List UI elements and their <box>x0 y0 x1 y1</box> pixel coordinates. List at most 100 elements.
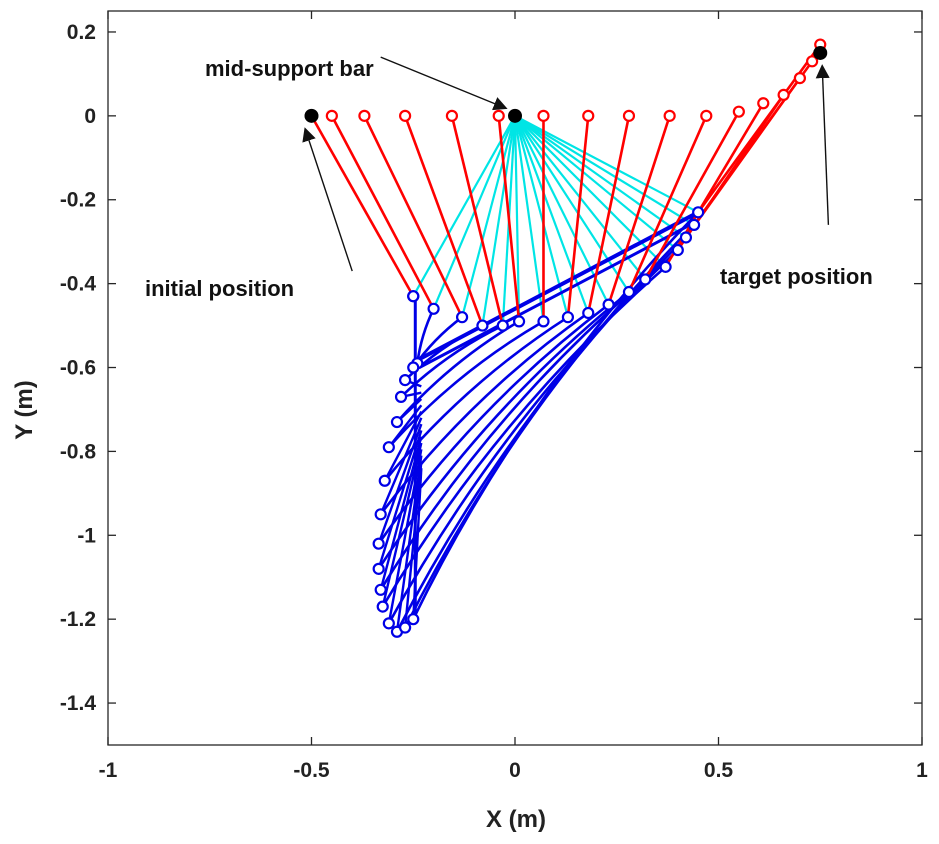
blue-link <box>387 320 545 449</box>
cyan-link <box>514 115 667 268</box>
blue-end-marker <box>399 621 412 634</box>
annotation-label-midsupport: mid-support bar <box>205 56 374 81</box>
red-joint-marker <box>622 109 636 122</box>
red-link <box>403 115 484 327</box>
blue-support-link <box>395 455 423 632</box>
red-joint-marker <box>732 105 745 118</box>
red-joint-marker <box>700 109 713 122</box>
blue-diagonal-bundle <box>418 219 699 369</box>
blue-joint-marker <box>602 298 615 311</box>
blue-joint-marker <box>561 311 575 324</box>
blue-end-marker <box>372 562 385 575</box>
x-tick-label: 0 <box>509 759 521 782</box>
blue-joint-marker <box>692 206 705 219</box>
red-joint-marker <box>537 109 550 122</box>
blue-link <box>412 211 700 620</box>
blue-joint-marker <box>671 243 684 257</box>
red-link <box>607 115 671 306</box>
annotation-label-initial: initial position <box>145 276 294 301</box>
y-tick-label: -1.4 <box>60 692 97 715</box>
cyan-link <box>514 114 699 214</box>
blue-end-marker <box>394 390 408 403</box>
y-tick-label: -0.2 <box>60 189 96 212</box>
blue-joint-marker <box>537 315 550 328</box>
blue-end-marker <box>372 537 385 550</box>
blue-support-link <box>403 461 423 628</box>
blue-end-marker <box>374 508 387 521</box>
key-point <box>813 45 828 60</box>
cyan-link <box>514 115 630 293</box>
red-link <box>627 115 708 293</box>
blue-link <box>400 324 504 398</box>
x-tick-label: 0.5 <box>704 759 734 782</box>
cyan-link <box>514 114 695 226</box>
y-tick-label: 0 <box>84 105 96 128</box>
cyan-link <box>513 115 590 314</box>
red-link <box>363 115 464 318</box>
red-link <box>330 115 435 310</box>
x-tick-label: 1 <box>916 759 928 782</box>
red-joint-marker <box>663 109 676 122</box>
red-joint-marker <box>777 88 790 101</box>
key-point <box>508 108 522 123</box>
blue-end-marker <box>382 617 395 630</box>
blue-joint-marker <box>659 260 672 273</box>
annotations-layer: initial position mid-support bar target po… <box>145 56 873 301</box>
y-tick-label: -0.4 <box>60 273 97 296</box>
red-link <box>644 111 740 281</box>
blue-joint-marker <box>622 285 636 299</box>
blue-end-marker <box>382 441 395 454</box>
red-link <box>697 43 822 214</box>
red-joint-marker <box>325 109 338 122</box>
red-link <box>664 102 765 268</box>
red-link <box>497 115 521 322</box>
blue-joint-marker <box>455 311 469 324</box>
red-joint-marker <box>445 109 459 122</box>
cyan-link <box>513 115 545 322</box>
x-axis-title: X (m) <box>486 806 546 833</box>
y-axis-title: Y (m) <box>11 380 38 440</box>
blue-end-marker <box>407 290 420 303</box>
annotation-label-target: target position <box>720 264 873 289</box>
y-tick-label: -1.2 <box>60 608 96 631</box>
cyan-link <box>412 115 516 297</box>
x-tick-label: -0.5 <box>293 759 330 782</box>
red-joint-marker <box>757 97 770 110</box>
blue-link <box>377 303 610 545</box>
blue-end-marker <box>378 474 391 487</box>
blue-joint-marker <box>679 231 693 244</box>
blue-joint-marker <box>582 306 595 320</box>
x-tick-label: -1 <box>99 759 118 782</box>
blue-joint-marker <box>639 273 652 286</box>
cyan-link <box>514 115 679 251</box>
red-joint-marker <box>399 109 412 122</box>
annotation-arrow-target <box>815 64 830 225</box>
red-link <box>310 115 415 297</box>
blue-joint-marker <box>427 302 440 315</box>
y-tick-label: -1 <box>77 524 96 547</box>
blue-end-marker <box>407 613 420 626</box>
blue-end-marker <box>374 583 387 596</box>
red-link <box>450 115 505 326</box>
blue-joint-marker <box>512 315 526 328</box>
red-link <box>586 115 631 314</box>
y-tick-label: 0.2 <box>67 21 96 44</box>
red-joint-marker <box>358 109 371 122</box>
red-joint-marker <box>492 109 505 122</box>
blue-diagonal-bundle <box>418 210 700 361</box>
key-point <box>304 108 319 123</box>
red-link <box>566 115 590 318</box>
plot-area: -1 -0.5 0 0.5 1 0.2 0 -0.2 -0.4 -0.6 -0.8 -1 -1.2 -1.… <box>60 10 928 782</box>
red-joint-marker <box>793 72 807 85</box>
red-joint-marker <box>582 109 595 122</box>
annotation-arrow-initial <box>302 127 353 272</box>
cyan-link <box>514 115 610 306</box>
blue-link <box>379 278 647 591</box>
cyan-link <box>461 115 517 318</box>
blue-joint-marker <box>687 218 701 232</box>
annotation-arrow-midsupport <box>380 56 508 111</box>
blue-end-marker <box>399 373 412 387</box>
cyan-link <box>481 115 517 326</box>
blue-link <box>403 223 696 629</box>
